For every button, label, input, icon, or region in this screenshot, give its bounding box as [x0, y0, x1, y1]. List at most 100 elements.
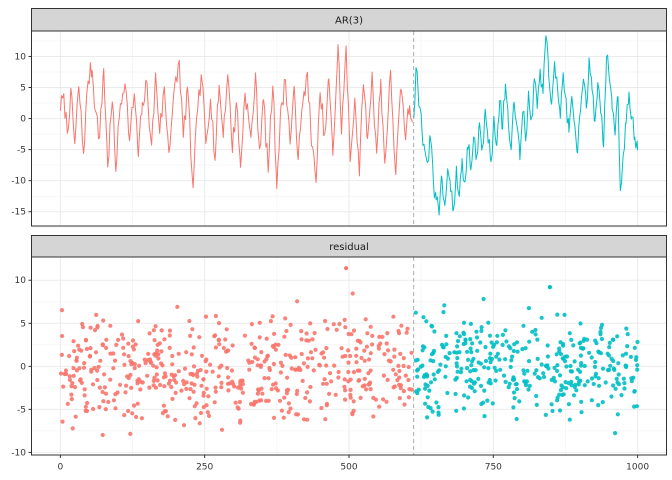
point-pre-break — [159, 361, 164, 366]
point-pre-break — [90, 382, 96, 387]
point-pre-break — [85, 400, 90, 406]
point-post-break — [443, 354, 448, 359]
point-post-break — [512, 396, 517, 401]
point-post-break — [621, 376, 626, 381]
point-post-break — [603, 380, 608, 385]
point-pre-break — [221, 345, 226, 351]
point-post-break — [468, 337, 473, 342]
point-pre-break — [342, 384, 347, 389]
point-pre-break — [181, 378, 186, 384]
point-pre-break — [270, 314, 275, 319]
point-post-break — [493, 378, 498, 383]
x-tick-label: 750 — [485, 463, 502, 473]
point-pre-break — [151, 363, 156, 368]
point-post-break — [530, 329, 535, 334]
point-post-break — [454, 408, 459, 413]
point-post-break — [615, 380, 620, 385]
point-pre-break — [362, 358, 367, 363]
point-post-break — [625, 344, 630, 349]
point-pre-break — [343, 325, 348, 330]
point-pre-break — [299, 351, 304, 357]
point-pre-break — [158, 382, 163, 388]
point-post-break — [471, 356, 476, 361]
point-pre-break — [71, 373, 76, 378]
point-pre-break — [295, 412, 300, 417]
point-pre-break — [174, 380, 179, 385]
point-post-break — [635, 367, 640, 372]
point-post-break — [420, 363, 425, 368]
point-pre-break — [351, 370, 357, 375]
point-pre-break — [201, 377, 206, 382]
point-pre-break — [143, 361, 148, 366]
point-pre-break — [332, 363, 337, 368]
point-pre-break — [97, 405, 102, 410]
point-pre-break — [137, 363, 142, 368]
point-pre-break — [113, 406, 118, 411]
point-post-break — [443, 364, 448, 369]
point-pre-break — [97, 385, 102, 390]
point-pre-break — [393, 372, 398, 377]
point-pre-break — [152, 338, 157, 343]
point-post-break — [577, 341, 582, 346]
point-pre-break — [70, 426, 75, 431]
point-pre-break — [406, 364, 411, 370]
point-pre-break — [126, 354, 131, 359]
point-post-break — [587, 350, 592, 355]
point-post-break — [486, 366, 491, 371]
point-pre-break — [184, 350, 189, 355]
point-pre-break — [356, 378, 361, 383]
point-post-break — [607, 340, 612, 345]
point-pre-break — [275, 388, 280, 393]
point-pre-break — [60, 419, 65, 424]
point-pre-break — [225, 348, 230, 353]
point-pre-break — [195, 374, 200, 379]
point-pre-break — [301, 361, 306, 366]
point-pre-break — [286, 410, 291, 415]
series-post-break — [413, 35, 639, 216]
point-post-break — [597, 383, 602, 388]
point-pre-break — [159, 328, 164, 333]
point-pre-break — [336, 375, 341, 380]
point-pre-break — [293, 367, 298, 372]
point-pre-break — [155, 348, 160, 353]
point-pre-break — [203, 359, 208, 364]
point-post-break — [500, 332, 505, 337]
point-pre-break — [310, 337, 315, 342]
point-pre-break — [299, 329, 304, 334]
point-pre-break — [153, 385, 158, 390]
point-post-break — [545, 354, 551, 359]
point-pre-break — [88, 325, 93, 330]
point-pre-break — [271, 344, 276, 350]
point-pre-break — [213, 385, 218, 390]
point-post-break — [508, 346, 513, 351]
point-post-break — [436, 412, 441, 417]
y-tick-label: -10 — [11, 448, 26, 458]
point-pre-break — [89, 367, 94, 372]
point-post-break — [557, 346, 562, 351]
point-pre-break — [219, 363, 224, 368]
point-pre-break — [192, 382, 197, 387]
point-pre-break — [287, 353, 292, 358]
point-pre-break — [128, 431, 133, 436]
point-post-break — [635, 363, 640, 368]
point-pre-break — [324, 381, 329, 386]
point-pre-break — [111, 398, 116, 403]
point-post-break — [541, 371, 546, 376]
point-post-break — [569, 379, 574, 384]
point-pre-break — [304, 331, 309, 336]
point-pre-break — [132, 362, 137, 367]
point-post-break — [567, 417, 572, 422]
point-post-break — [613, 386, 618, 391]
point-post-break — [624, 364, 629, 370]
point-post-break — [431, 359, 436, 364]
point-pre-break — [334, 327, 339, 332]
x-tick-label: 0 — [57, 463, 63, 473]
point-pre-break — [310, 356, 315, 361]
point-pre-break — [370, 333, 375, 338]
point-pre-break — [104, 345, 109, 350]
point-post-break — [436, 405, 441, 410]
panel-ar3: -15 -10 -5 0 5 10 — [11, 30, 667, 228]
point-pre-break — [342, 317, 347, 322]
point-pre-break — [113, 392, 118, 397]
point-pre-break — [72, 385, 78, 390]
